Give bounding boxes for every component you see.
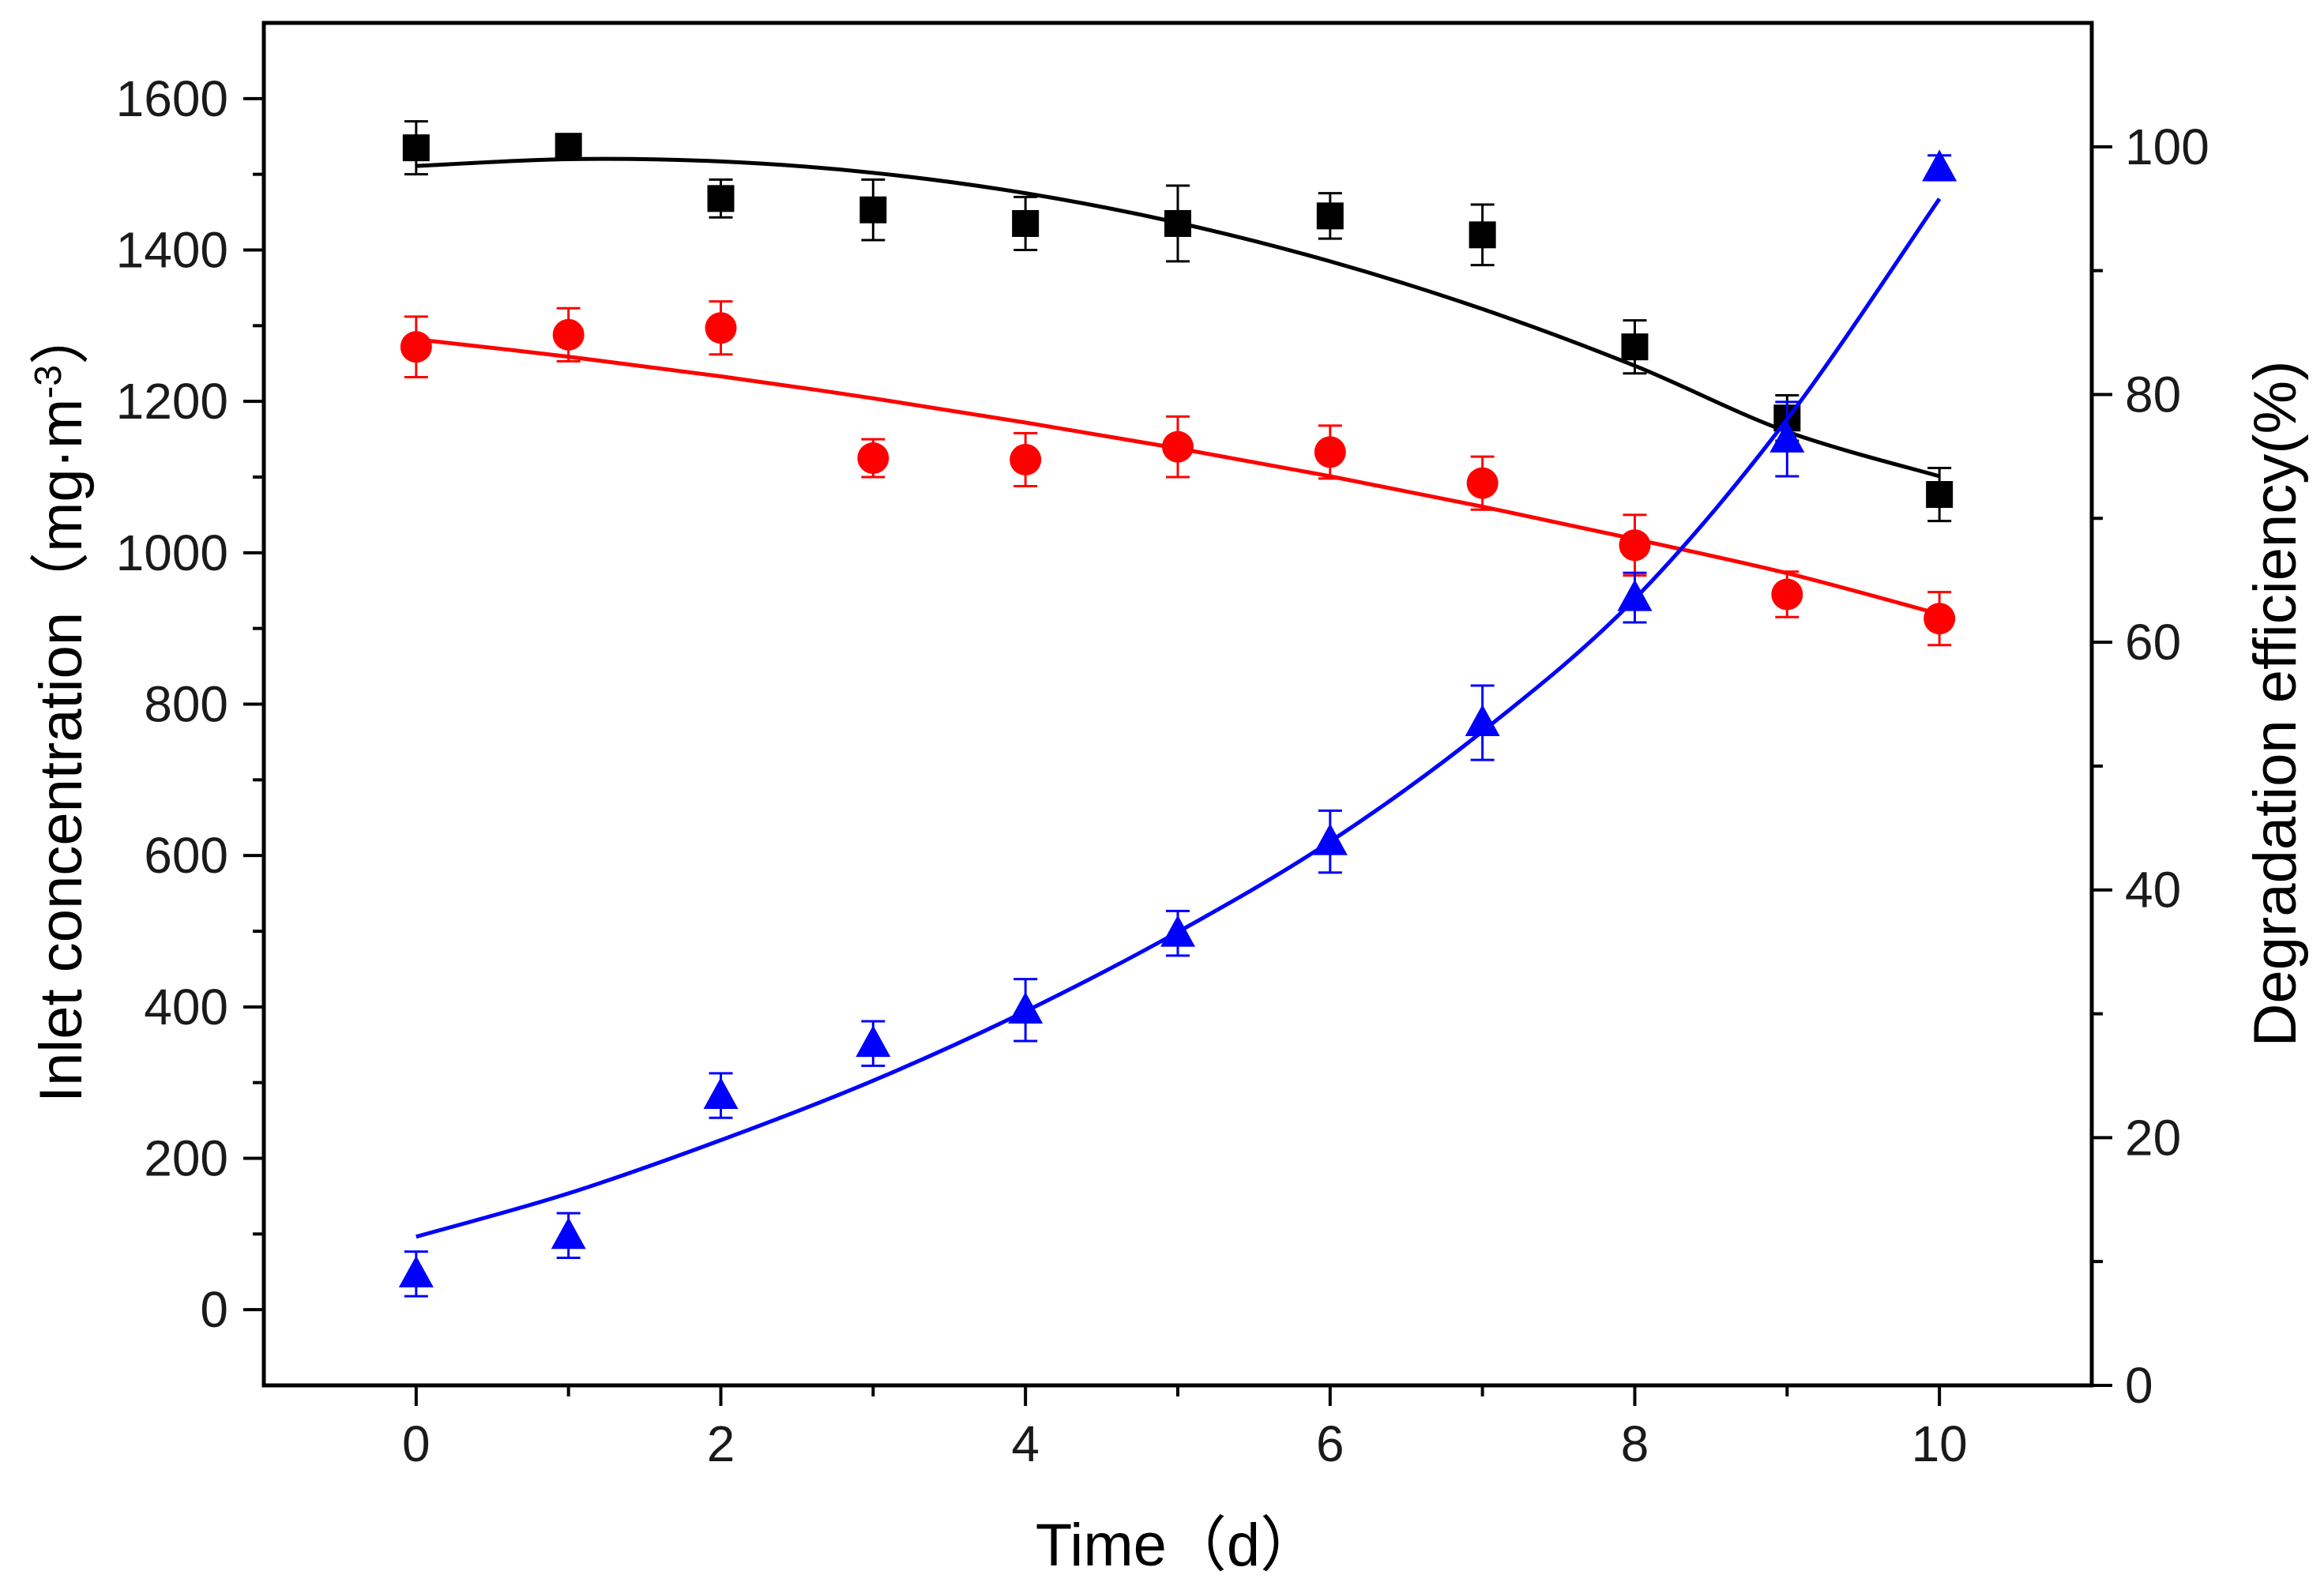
y-left-tick-label: 0 [200,1281,228,1338]
data-point-triangle [1465,705,1500,737]
data-point-circle [400,331,432,363]
data-point-square [707,185,735,212]
axis-labels: Time（d） Inlet concentration（mg·m-3） Degr… [28,305,2310,1579]
data-point-square [402,134,430,162]
data-point-triangle [1922,149,1957,182]
data-point-square [1164,209,1191,237]
data-point-triangle [1160,915,1195,947]
data-point-square [1621,333,1649,361]
y-left-tick-label: 600 [144,827,228,884]
data-point-square [859,196,887,224]
fit-curve-triangle [416,197,1942,1239]
y-right-tick-label: 0 [2125,1357,2153,1414]
y-left-tick-label: 1000 [116,524,228,581]
data-point-circle [1466,467,1499,499]
data-point-triangle [1617,579,1653,611]
data-point-circle [1162,430,1194,463]
data-point-circle [1924,603,1956,635]
y-right-tick-label: 40 [2125,862,2181,919]
data-point-circle [857,442,889,475]
y-right-tick-label: 100 [2125,118,2209,175]
y-axis-left-title-close: ） [28,305,95,365]
y-right-tick-label: 60 [2125,614,2181,671]
data-point-square [1926,481,1954,509]
series-triangle [398,149,1957,1298]
x-tick-label: 0 [402,1415,431,1472]
y-right-tick-label: 80 [2125,366,2181,423]
y-right-tick-label: 20 [2125,1109,2181,1166]
data-point-triangle [703,1077,739,1110]
y-left-tick-label: 400 [144,979,228,1035]
plot-area [398,120,1957,1298]
x-tick-label: 10 [1912,1415,1968,1472]
data-point-circle [1314,436,1346,468]
y-left-tick-label: 1200 [116,373,228,430]
data-point-triangle [1769,420,1805,453]
data-point-square [555,133,582,160]
y-axis-left-title: Inlet concentration（mg·m-3） [28,305,96,1103]
x-tick-label: 6 [1316,1415,1344,1472]
x-tick-label: 8 [1621,1415,1649,1472]
fit-curve-circle [416,337,1940,616]
y-left-tick-label: 1600 [116,70,228,127]
x-tick-label: 2 [707,1415,735,1472]
data-point-triangle [398,1255,434,1287]
y-axis-right-title: Degradation efficiency(%) [2242,361,2309,1047]
data-point-square [1468,221,1496,249]
data-point-circle [1619,529,1651,562]
y-left-tick-label: 200 [144,1130,228,1187]
y-axis-left-title-main: Inlet concentration（mg·m [28,399,95,1103]
data-point-circle [1771,578,1803,611]
x-tick-label: 4 [1011,1415,1040,1472]
data-point-triangle [551,1217,586,1250]
series-circle [400,300,1956,647]
y-left-tick-label: 1400 [116,222,228,279]
x-axis-title: Time（d） [1036,1512,1320,1579]
data-point-square [1012,209,1040,237]
axes: 0 2 4 6 8 10020040060080010001200140016000204… [116,21,2209,1472]
data-point-square [1316,202,1344,230]
y-axis-left-title-sup: -3 [28,365,70,399]
data-point-circle [552,318,585,351]
data-point-triangle [856,1025,891,1058]
data-point-triangle [1312,823,1348,855]
data-point-triangle [1008,991,1044,1024]
y-left-tick-label: 800 [144,676,228,733]
data-point-circle [705,312,737,344]
data-point-circle [1010,443,1042,475]
